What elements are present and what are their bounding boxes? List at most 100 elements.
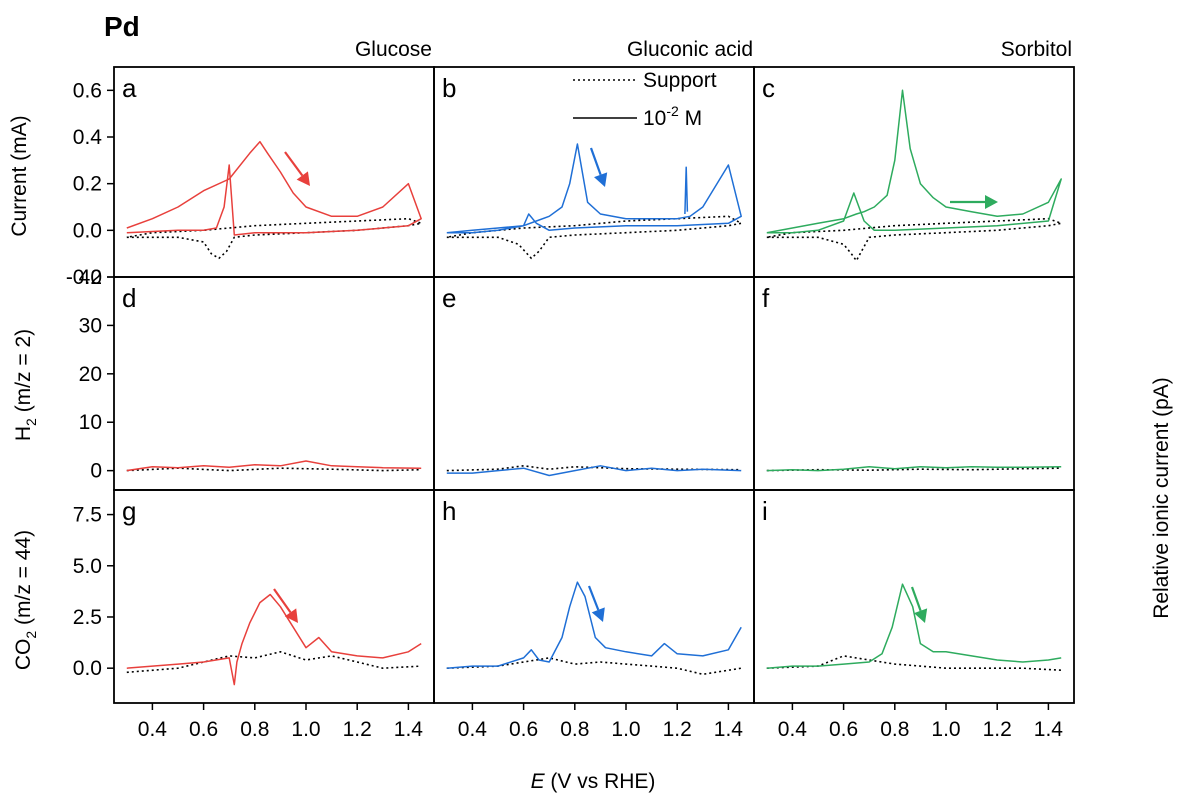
x-tick-label: 0.4 (778, 718, 808, 741)
x-tick-label: 0.8 (240, 718, 269, 741)
series-support-b (446, 215, 743, 260)
direction-arrow-head (591, 607, 605, 622)
panel-g: g 0.4 0.6 0.8 1.0 1.2 1.4 0.0 2.5 5.0 7.5 (73, 489, 435, 741)
y-tick-label: 0.0 (73, 219, 102, 242)
direction-arrow-head (594, 172, 608, 187)
panel-letter-h: h (442, 496, 456, 526)
x-tick-label: 1.0 (291, 718, 320, 741)
y-tick-label: 40 (79, 266, 102, 289)
column-title-sorbitol: Sorbitol (1001, 38, 1072, 61)
x-tick-label: 0.4 (138, 718, 168, 741)
x-tick-label: 0.6 (829, 718, 858, 741)
direction-arrow (284, 151, 310, 186)
panel-frame-e (433, 276, 755, 491)
series-support-e (446, 464, 742, 472)
panel-c: c (753, 66, 1075, 278)
panel-e: e (433, 276, 755, 491)
direction-arrow (589, 147, 608, 187)
series-analyte-d (126, 460, 422, 472)
y-tick-label: 5.0 (73, 555, 102, 578)
y-tick-label: 30 (79, 314, 102, 337)
series-support-d (126, 467, 422, 472)
panel-letter-c: c (762, 73, 775, 103)
direction-arrow-shaft (589, 147, 602, 176)
legend: Support 10-2 M (573, 69, 717, 130)
panel-frame-f (753, 276, 1075, 491)
direction-arrow-shaft (284, 151, 304, 177)
y-tick-label: 2.5 (73, 606, 102, 629)
direction-arrow-head (914, 608, 928, 623)
x-tick-label: 0.8 (880, 718, 909, 741)
column-title-glucose: Glucose (355, 38, 432, 61)
panel-f: f (753, 276, 1075, 491)
series-analyte-b (446, 143, 742, 234)
direction-arrow (910, 586, 928, 623)
y-tick-label: 7.5 (73, 504, 102, 527)
x-tick-label: 1.2 (663, 718, 692, 741)
x-tick-label: 0.4 (458, 718, 488, 741)
panel-d: d 0 10 20 30 40 (79, 266, 435, 491)
panel-letter-i: i (762, 496, 768, 526)
panel-letter-a: a (122, 73, 137, 103)
series-analyte-c (766, 89, 1062, 234)
x-tick-label: 0.6 (189, 718, 218, 741)
direction-arrow (587, 585, 605, 622)
series-support-c (766, 217, 1062, 262)
y-tick-label: 10 (79, 411, 102, 434)
y-tick-label: 0.2 (73, 173, 102, 196)
series-support-h (446, 657, 742, 676)
ylabel-relative-ionic-current: Relative ionic current (pA) (1150, 377, 1173, 619)
direction-arrow-head (296, 171, 310, 186)
y-tick-label: 0.6 (73, 79, 102, 102)
y-tick-label: 0.0 (73, 657, 102, 680)
panel-letter-g: g (122, 496, 136, 526)
panel-frame-g (113, 489, 435, 704)
panel-a: a -0.2 0.0 0.2 0.4 0.6 (66, 66, 435, 289)
panel-letter-b: b (442, 73, 456, 103)
y-tick-label: -0.2 (66, 266, 102, 289)
legend-support-label: Support (643, 69, 717, 92)
panel-frame-b (433, 66, 755, 278)
direction-arrow (950, 195, 998, 209)
direction-arrow-head (284, 608, 298, 623)
y-tick-label: 0 (90, 460, 102, 483)
direction-arrow-shaft (587, 585, 600, 611)
panel-b: b (433, 66, 755, 278)
y-tick-label: 20 (79, 363, 102, 386)
series-support-g (126, 650, 422, 674)
x-tick-label: 1.4 (1034, 718, 1064, 741)
x-tick-label: 1.0 (611, 718, 640, 741)
series-analyte-f (766, 466, 1062, 472)
ylabel-current: Current (mA) (8, 115, 31, 236)
column-title-gluconic-acid: Gluconic acid (627, 38, 753, 61)
panel-letter-e: e (442, 283, 456, 313)
x-tick-label: 1.4 (394, 718, 424, 741)
panel-frame-a (113, 66, 435, 278)
series-support-f (766, 467, 1062, 472)
series-support-i (766, 655, 1062, 671)
direction-arrow-head (985, 195, 998, 209)
series-support-a (126, 217, 423, 260)
x-tick-label: 1.4 (714, 718, 744, 741)
series-analyte-h (446, 581, 742, 669)
x-tick-label: 1.0 (931, 718, 960, 741)
x-tick-label: 1.2 (983, 718, 1012, 741)
panel-frame-i (753, 489, 1075, 704)
direction-arrow-shaft (273, 588, 292, 614)
panel-frame-d (113, 276, 435, 491)
y-tick-label: 0.4 (73, 126, 103, 149)
direction-arrow (273, 588, 298, 623)
panel-i: i 0.4 0.6 0.8 1.0 1.2 1.4 (753, 489, 1075, 741)
panel-letter-f: f (762, 283, 770, 313)
series-analyte-e (446, 465, 742, 477)
panel-letter-d: d (122, 283, 136, 313)
direction-arrow-shaft (910, 586, 922, 612)
legend-analyte-label: 10-2 M (643, 103, 702, 130)
plot-area: a -0.2 0.0 0.2 0.4 0.6 b c d 0 10 20 30 40 e f g 0.4 0.6 0.… (66, 66, 1075, 741)
xlabel: E (V vs RHE) (531, 770, 656, 793)
ylabel-co2: CO2 (m/z = 44) (12, 530, 39, 670)
series-analyte-i (766, 583, 1062, 669)
x-tick-label: 0.8 (560, 718, 589, 741)
panel-frame-c (753, 66, 1075, 278)
